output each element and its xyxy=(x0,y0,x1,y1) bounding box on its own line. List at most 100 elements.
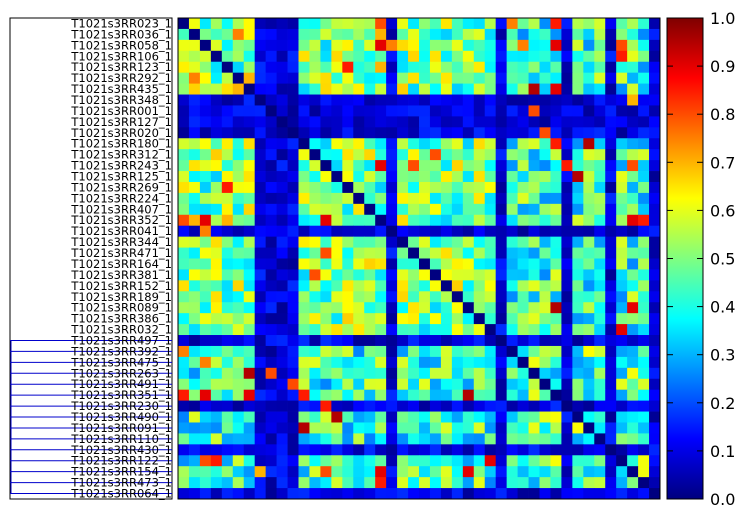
heatmap-cell xyxy=(419,18,431,30)
heatmap-cell xyxy=(550,356,562,369)
heatmap-cell xyxy=(649,83,661,95)
heatmap-cell xyxy=(429,378,442,391)
heatmap-cell xyxy=(397,160,409,172)
heatmap-cell xyxy=(199,116,212,128)
heatmap-cell xyxy=(419,477,431,489)
heatmap-cell xyxy=(539,247,551,259)
heatmap-cell xyxy=(408,389,420,402)
heatmap-cell xyxy=(188,61,201,74)
heatmap-cell xyxy=(616,411,628,423)
heatmap-cell xyxy=(473,400,486,412)
row-label: T1021s3RR224_1 xyxy=(70,191,172,205)
heatmap-cell xyxy=(638,116,650,128)
heatmap-cell xyxy=(397,258,409,270)
heatmap-cell xyxy=(210,171,223,183)
heatmap-cell xyxy=(616,258,628,270)
heatmap-cell xyxy=(386,127,398,139)
heatmap-cell xyxy=(375,28,387,41)
heatmap-cell xyxy=(506,116,518,128)
heatmap-cell xyxy=(528,291,540,303)
heatmap-cell xyxy=(298,94,310,106)
heatmap-cell xyxy=(419,28,431,41)
heatmap-cell xyxy=(605,269,617,281)
heatmap-cell xyxy=(309,422,321,434)
heatmap-cell xyxy=(353,171,365,183)
heatmap-cell xyxy=(572,356,584,369)
heatmap-cell xyxy=(364,335,376,347)
heatmap-cell xyxy=(309,50,321,63)
heatmap-cell xyxy=(605,94,617,106)
heatmap-cell xyxy=(199,269,212,281)
heatmap-cell xyxy=(364,356,376,369)
heatmap-cell xyxy=(649,378,661,391)
heatmap-cell xyxy=(528,378,540,391)
heatmap-cell xyxy=(539,225,551,238)
heatmap-cell xyxy=(594,313,606,325)
heatmap-cell xyxy=(232,94,245,106)
heatmap-cell xyxy=(440,411,453,423)
heatmap-cell xyxy=(572,39,584,52)
heatmap-cell xyxy=(583,258,595,270)
heatmap-cell xyxy=(638,411,650,423)
heatmap-cell xyxy=(232,225,245,238)
heatmap-cell xyxy=(561,127,573,139)
heatmap-cell xyxy=(429,116,442,128)
heatmap-cell xyxy=(221,83,234,95)
heatmap-cell xyxy=(353,94,365,106)
row-label: T1021s3RR020_1 xyxy=(70,126,172,140)
heatmap-cell xyxy=(506,389,518,402)
heatmap-cell xyxy=(473,61,486,74)
heatmap-cell xyxy=(572,280,584,292)
heatmap-cell xyxy=(353,105,365,117)
heatmap-cell xyxy=(397,18,409,30)
heatmap-cell xyxy=(232,324,245,336)
heatmap-cell xyxy=(397,149,409,161)
heatmap-cell xyxy=(605,280,617,292)
heatmap-cell xyxy=(254,236,267,248)
heatmap-cell xyxy=(364,477,376,489)
heatmap-cell xyxy=(265,247,277,259)
heatmap-cell xyxy=(572,313,584,325)
heatmap-cell xyxy=(484,335,497,347)
heatmap-cell xyxy=(210,258,223,270)
heatmap-cell xyxy=(627,313,639,325)
heatmap-cell xyxy=(638,433,650,445)
heatmap-cell xyxy=(386,171,398,183)
heatmap-cell xyxy=(331,324,343,336)
heatmap-cell xyxy=(517,171,529,183)
heatmap-cell xyxy=(298,455,310,467)
heatmap-cell xyxy=(199,171,212,183)
heatmap-cell xyxy=(331,138,343,150)
heatmap-cell xyxy=(419,455,431,467)
heatmap-cell xyxy=(528,192,540,205)
heatmap-cell xyxy=(419,94,431,106)
heatmap-cell xyxy=(649,181,661,194)
heatmap-cell xyxy=(462,39,475,52)
heatmap-cell xyxy=(265,236,277,248)
heatmap-cell xyxy=(232,422,245,434)
heatmap-cell xyxy=(408,181,420,194)
heatmap-cell xyxy=(353,236,365,248)
heatmap-cell xyxy=(408,433,420,445)
heatmap-cell xyxy=(550,94,562,106)
heatmap-cell xyxy=(364,127,376,139)
heatmap-cell xyxy=(495,356,508,369)
heatmap-cell xyxy=(364,61,376,74)
heatmap-cell xyxy=(287,433,299,445)
heatmap-cell xyxy=(616,488,628,500)
heatmap-cell xyxy=(561,466,573,478)
heatmap-cell xyxy=(243,378,256,391)
heatmap-cell xyxy=(408,28,420,41)
heatmap-cell xyxy=(583,50,595,63)
heatmap-cell xyxy=(287,171,299,183)
heatmap-cell xyxy=(473,466,486,478)
heatmap-cell xyxy=(495,422,508,434)
heatmap-cell xyxy=(210,411,223,423)
heatmap-cell xyxy=(199,477,212,489)
heatmap-cell xyxy=(462,488,475,500)
heatmap-cell xyxy=(649,203,661,216)
heatmap-cell xyxy=(506,28,518,41)
heatmap-cell xyxy=(254,378,267,391)
heatmap-cell xyxy=(627,225,639,238)
heatmap-cell xyxy=(627,50,639,63)
